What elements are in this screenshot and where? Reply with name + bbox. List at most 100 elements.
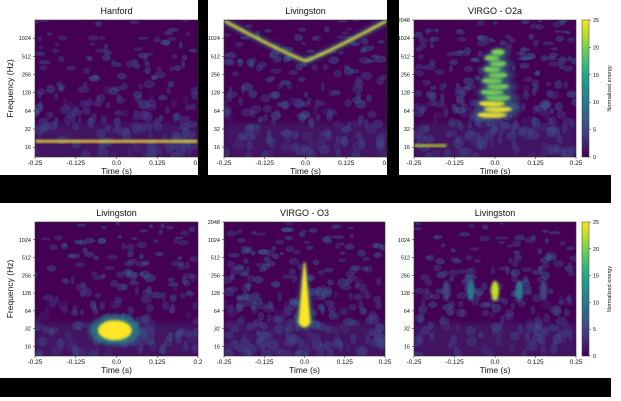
y-tick-label: 32 bbox=[25, 127, 31, 133]
noise-cell bbox=[449, 59, 458, 66]
noise-cell bbox=[465, 255, 473, 261]
noise-cell bbox=[298, 231, 306, 238]
noise-cell bbox=[531, 293, 543, 303]
x-axis-label: Time (s) bbox=[480, 365, 511, 375]
noise-cell bbox=[89, 300, 97, 310]
noise-cell bbox=[540, 54, 548, 62]
noise-cell bbox=[303, 240, 311, 244]
divider-1 bbox=[198, 0, 208, 180]
y-tick-label: 16 bbox=[404, 344, 410, 350]
noise-cell bbox=[46, 265, 57, 272]
noise-cell bbox=[312, 105, 318, 116]
noise-cell bbox=[139, 109, 151, 120]
colorbar-tick-label: 20 bbox=[593, 247, 599, 253]
noise-cell bbox=[504, 34, 512, 40]
colorbar-tick-label: 10 bbox=[593, 100, 599, 106]
noise-cell bbox=[35, 108, 40, 115]
noise-cell bbox=[429, 37, 435, 44]
top-black-strip bbox=[0, 175, 611, 203]
noise-cell bbox=[430, 43, 435, 49]
noise-cell bbox=[145, 103, 157, 111]
x-tick-label: 0.125 bbox=[149, 359, 166, 366]
noise-cell bbox=[366, 94, 372, 103]
y-tick-label: 64 bbox=[25, 109, 31, 115]
noise-cell bbox=[546, 90, 554, 96]
noise-cell bbox=[282, 274, 294, 279]
noise-cell bbox=[371, 54, 380, 59]
noise-cell bbox=[235, 263, 245, 270]
noise-cell bbox=[463, 77, 475, 86]
noise-cell bbox=[40, 237, 51, 241]
noise-cell bbox=[544, 238, 549, 244]
noise-cell bbox=[251, 292, 261, 299]
noise-cell bbox=[542, 41, 555, 46]
x-tick-label: 0.125 bbox=[527, 359, 544, 366]
noise-cell bbox=[255, 64, 263, 72]
noise-cell bbox=[414, 287, 425, 294]
noise-cell bbox=[241, 108, 254, 117]
noise-cell bbox=[349, 41, 361, 47]
noise-cell bbox=[100, 115, 108, 124]
noise-cell bbox=[169, 293, 177, 300]
noise-cell bbox=[92, 255, 99, 261]
noise-cell bbox=[510, 302, 515, 310]
signal-features bbox=[35, 140, 198, 143]
noise-cell bbox=[536, 103, 544, 113]
noise-cell bbox=[93, 99, 102, 108]
noise-cell bbox=[327, 304, 337, 312]
noise-cell bbox=[229, 273, 236, 281]
low-band bbox=[224, 123, 387, 157]
noise-cell bbox=[95, 48, 108, 53]
x-tick-label: 0.125 bbox=[527, 160, 544, 167]
noise-cell bbox=[224, 109, 231, 119]
noise-cell bbox=[317, 303, 325, 311]
noise-cell bbox=[235, 294, 244, 301]
noise-cell bbox=[63, 98, 68, 107]
noise-cell bbox=[566, 246, 575, 251]
noise-cell bbox=[116, 96, 126, 105]
noise-cell bbox=[98, 36, 106, 41]
y-tick-label: 1024 bbox=[208, 238, 220, 244]
noise-cell bbox=[532, 39, 540, 47]
noise-cell bbox=[191, 91, 198, 101]
noise-cell bbox=[58, 83, 66, 90]
noise-cell bbox=[180, 230, 189, 236]
noise-cell bbox=[430, 91, 437, 101]
noise-cell bbox=[66, 253, 76, 259]
noise-cell bbox=[162, 39, 171, 46]
noise-cell bbox=[138, 99, 150, 110]
noise-cell bbox=[174, 236, 184, 240]
colorbar-tick-label: 10 bbox=[593, 300, 599, 306]
noise-cell bbox=[469, 267, 477, 275]
noise-texture bbox=[224, 20, 387, 157]
noise-cell bbox=[357, 277, 363, 284]
y-tick-label: 64 bbox=[404, 109, 410, 115]
noise-cell bbox=[120, 82, 128, 90]
noise-cell bbox=[364, 59, 376, 64]
noise-cell bbox=[125, 60, 135, 68]
x-axis-label: Time (s) bbox=[289, 365, 320, 375]
noise-cell bbox=[473, 57, 481, 63]
noise-cell bbox=[548, 52, 559, 58]
noise-cell bbox=[535, 70, 540, 76]
colorbar-tick-label: 0 bbox=[593, 354, 596, 360]
noise-cell bbox=[132, 90, 143, 99]
noise-texture bbox=[35, 20, 198, 157]
noise-cell bbox=[544, 114, 550, 121]
noise-cell bbox=[133, 62, 140, 69]
noise-cell bbox=[131, 271, 139, 279]
noise-cell bbox=[226, 307, 238, 318]
noise-cell bbox=[448, 300, 455, 308]
noise-cell bbox=[488, 39, 497, 43]
noise-cell bbox=[558, 299, 564, 306]
noise-cell bbox=[522, 90, 530, 100]
noise-cell bbox=[88, 75, 98, 81]
x-tick-label: 0.125 bbox=[149, 160, 166, 167]
noise-cell bbox=[352, 20, 360, 22]
y-tick-label: 128 bbox=[401, 291, 410, 297]
noise-cell bbox=[139, 270, 151, 279]
noise-cell bbox=[571, 97, 576, 107]
noise-cell bbox=[415, 63, 423, 70]
noise-cell bbox=[105, 101, 111, 109]
